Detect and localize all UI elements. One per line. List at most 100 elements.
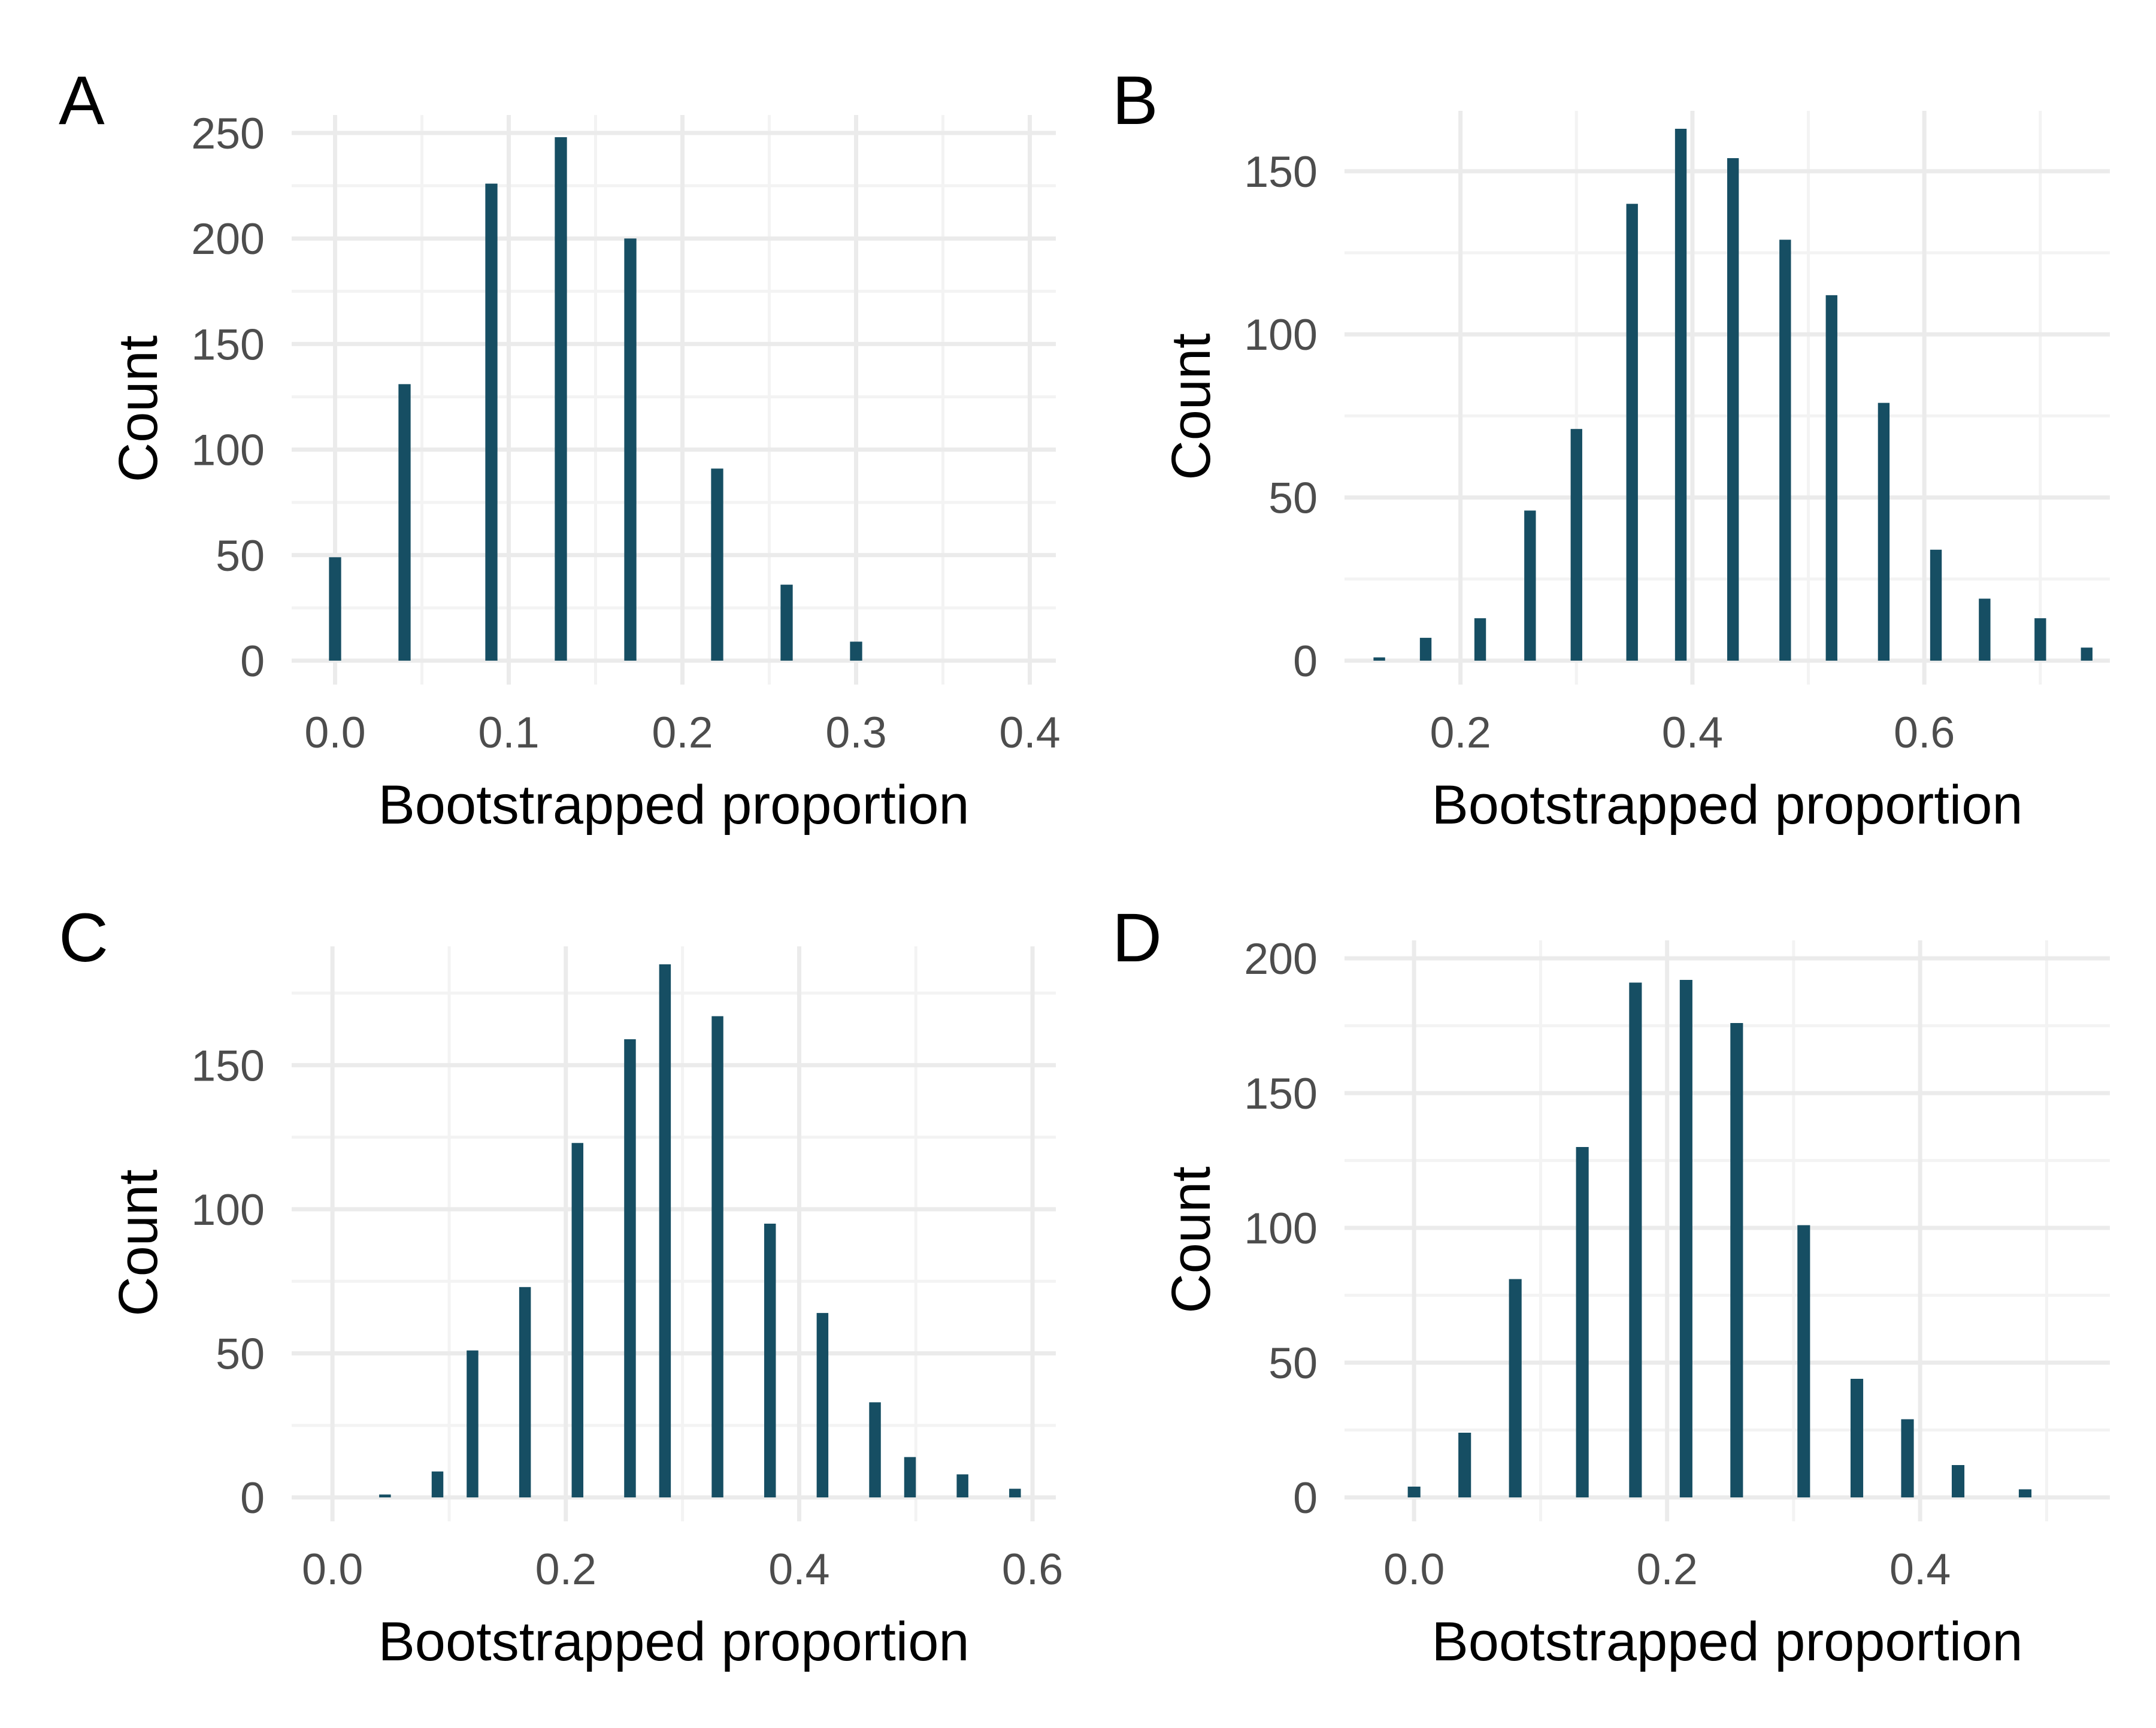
y-tick-label: 50 <box>1268 1338 1318 1388</box>
histogram-bar <box>1458 1433 1471 1497</box>
histogram-bar <box>555 137 567 661</box>
histogram-bar <box>1951 1465 1965 1497</box>
histogram-bar <box>1825 295 1837 661</box>
histogram-bar <box>1930 549 1942 661</box>
panel-tag: A <box>59 62 105 139</box>
panel-b: 0.2 0.4 0.6 0 50 100 150 Bootstrapped proportio… <box>1112 62 2110 836</box>
x-tick-label: 0.3 <box>825 707 886 757</box>
x-tick-label: 0.2 <box>1637 1544 1698 1594</box>
x-tick-label: 0.2 <box>535 1544 596 1594</box>
x-axis-title: Bootstrapped proportion <box>378 1611 969 1672</box>
histogram-bar <box>1009 1488 1021 1497</box>
y-tick-label: 100 <box>1244 310 1318 359</box>
panel-tag: C <box>59 900 108 976</box>
histogram-bar <box>1727 158 1739 661</box>
y-tick-label: 200 <box>1244 934 1318 983</box>
y-tick-label: 50 <box>216 1328 265 1378</box>
y-tick-label: 0 <box>1293 636 1318 686</box>
x-tick-label: 0.2 <box>652 707 713 757</box>
x-axis-title: Bootstrapped proportion <box>1431 774 2022 836</box>
histogram-bar <box>1878 403 1890 661</box>
y-axis-title: Count <box>1161 333 1222 480</box>
panel-d: 0.0 0.2 0.4 0 50 100 150 200 Bootstrapped propor… <box>1112 900 2110 1672</box>
x-tick-label: 0.0 <box>1383 1544 1445 1594</box>
histogram-bar <box>1629 982 1642 1497</box>
x-axis-title: Bootstrapped proportion <box>1431 1611 2022 1672</box>
histogram-bar <box>624 1039 636 1497</box>
histogram-bar <box>711 468 723 661</box>
histogram-bar <box>1797 1225 1810 1497</box>
y-tick-label: 0 <box>240 636 265 686</box>
x-tick-label: 0.4 <box>999 707 1060 757</box>
panel-tag: B <box>1112 62 1158 139</box>
histogram-bar <box>1674 129 1687 661</box>
histogram-bar <box>850 641 862 661</box>
y-tick-label: 100 <box>1244 1203 1318 1253</box>
histogram-bar <box>398 384 411 661</box>
histogram-bar <box>1407 1487 1421 1497</box>
histogram-bar <box>816 1313 829 1497</box>
y-tick-label: 150 <box>1244 1069 1318 1118</box>
x-tick-label: 0.4 <box>768 1544 829 1594</box>
histogram-bar <box>1419 637 1432 661</box>
histogram-bar <box>1779 240 1791 661</box>
x-tick-label: 0.4 <box>1889 1544 1951 1594</box>
x-tick-label: 0.4 <box>1662 707 1723 757</box>
x-tick-label: 0.6 <box>1002 1544 1063 1594</box>
histogram-bar <box>1576 1147 1589 1497</box>
histogram-bar <box>1850 1379 1864 1497</box>
x-axis-title: Bootstrapped proportion <box>378 774 969 836</box>
histogram-bar <box>1524 510 1536 661</box>
histogram-bar <box>1901 1419 1914 1497</box>
y-axis-title: Count <box>1161 1166 1222 1314</box>
histogram-bar <box>379 1494 391 1497</box>
x-tick-label: 0.1 <box>478 707 539 757</box>
histogram-bar <box>329 557 341 661</box>
y-axis-title: Count <box>108 335 169 483</box>
histogram-bar <box>1626 204 1638 661</box>
y-tick-label: 150 <box>191 319 265 369</box>
y-tick-label: 100 <box>191 425 265 475</box>
y-tick-label: 200 <box>191 214 265 264</box>
histogram-bar <box>624 238 637 661</box>
x-tick-label: 0.0 <box>302 1544 363 1594</box>
x-tick-label: 0.2 <box>1430 707 1491 757</box>
histogram-bar <box>956 1474 968 1497</box>
y-tick-label: 50 <box>1268 473 1318 523</box>
histogram-bar <box>519 1287 531 1497</box>
histogram-bar <box>1570 429 1582 661</box>
histogram-bar <box>431 1471 444 1497</box>
histogram-bar <box>711 1016 723 1497</box>
y-tick-label: 150 <box>1244 147 1318 196</box>
histogram-bar <box>780 585 793 661</box>
histogram-bar <box>659 964 671 1497</box>
histogram-bar <box>1679 980 1692 1497</box>
histogram-bar <box>1373 657 1385 661</box>
histogram-bar <box>467 1350 479 1497</box>
histogram-bar <box>1509 1279 1522 1497</box>
y-axis-title: Count <box>108 1169 169 1317</box>
y-tick-label: 100 <box>191 1185 265 1234</box>
y-tick-label: 150 <box>191 1040 265 1090</box>
histogram-bar <box>2034 618 2046 661</box>
histogram-bar <box>571 1143 584 1497</box>
histogram-bar <box>904 1457 916 1497</box>
histogram-bar <box>2081 647 2093 661</box>
histogram-bar <box>764 1223 776 1497</box>
panel-c: 0.0 0.2 0.4 0.6 0 50 100 150 Bootstrapped propor… <box>59 900 1063 1672</box>
y-tick-label: 250 <box>191 108 265 158</box>
histogram-bar <box>485 183 498 661</box>
y-tick-label: 50 <box>216 531 265 580</box>
x-tick-label: 0.6 <box>1894 707 1955 757</box>
histogram-bar <box>1730 1023 1743 1497</box>
x-tick-label: 0.0 <box>304 707 365 757</box>
y-tick-label: 0 <box>240 1473 265 1523</box>
histogram-bar <box>1474 618 1486 661</box>
y-tick-label: 0 <box>1293 1473 1318 1523</box>
panel-a: 0.0 0.1 0.2 0.3 0.4 0 50 100 150 200 250 Bootstrapp… <box>59 62 1061 836</box>
histogram-bar <box>2018 1489 2032 1497</box>
histogram-bar <box>869 1402 881 1497</box>
panel-tag: D <box>1112 900 1162 976</box>
